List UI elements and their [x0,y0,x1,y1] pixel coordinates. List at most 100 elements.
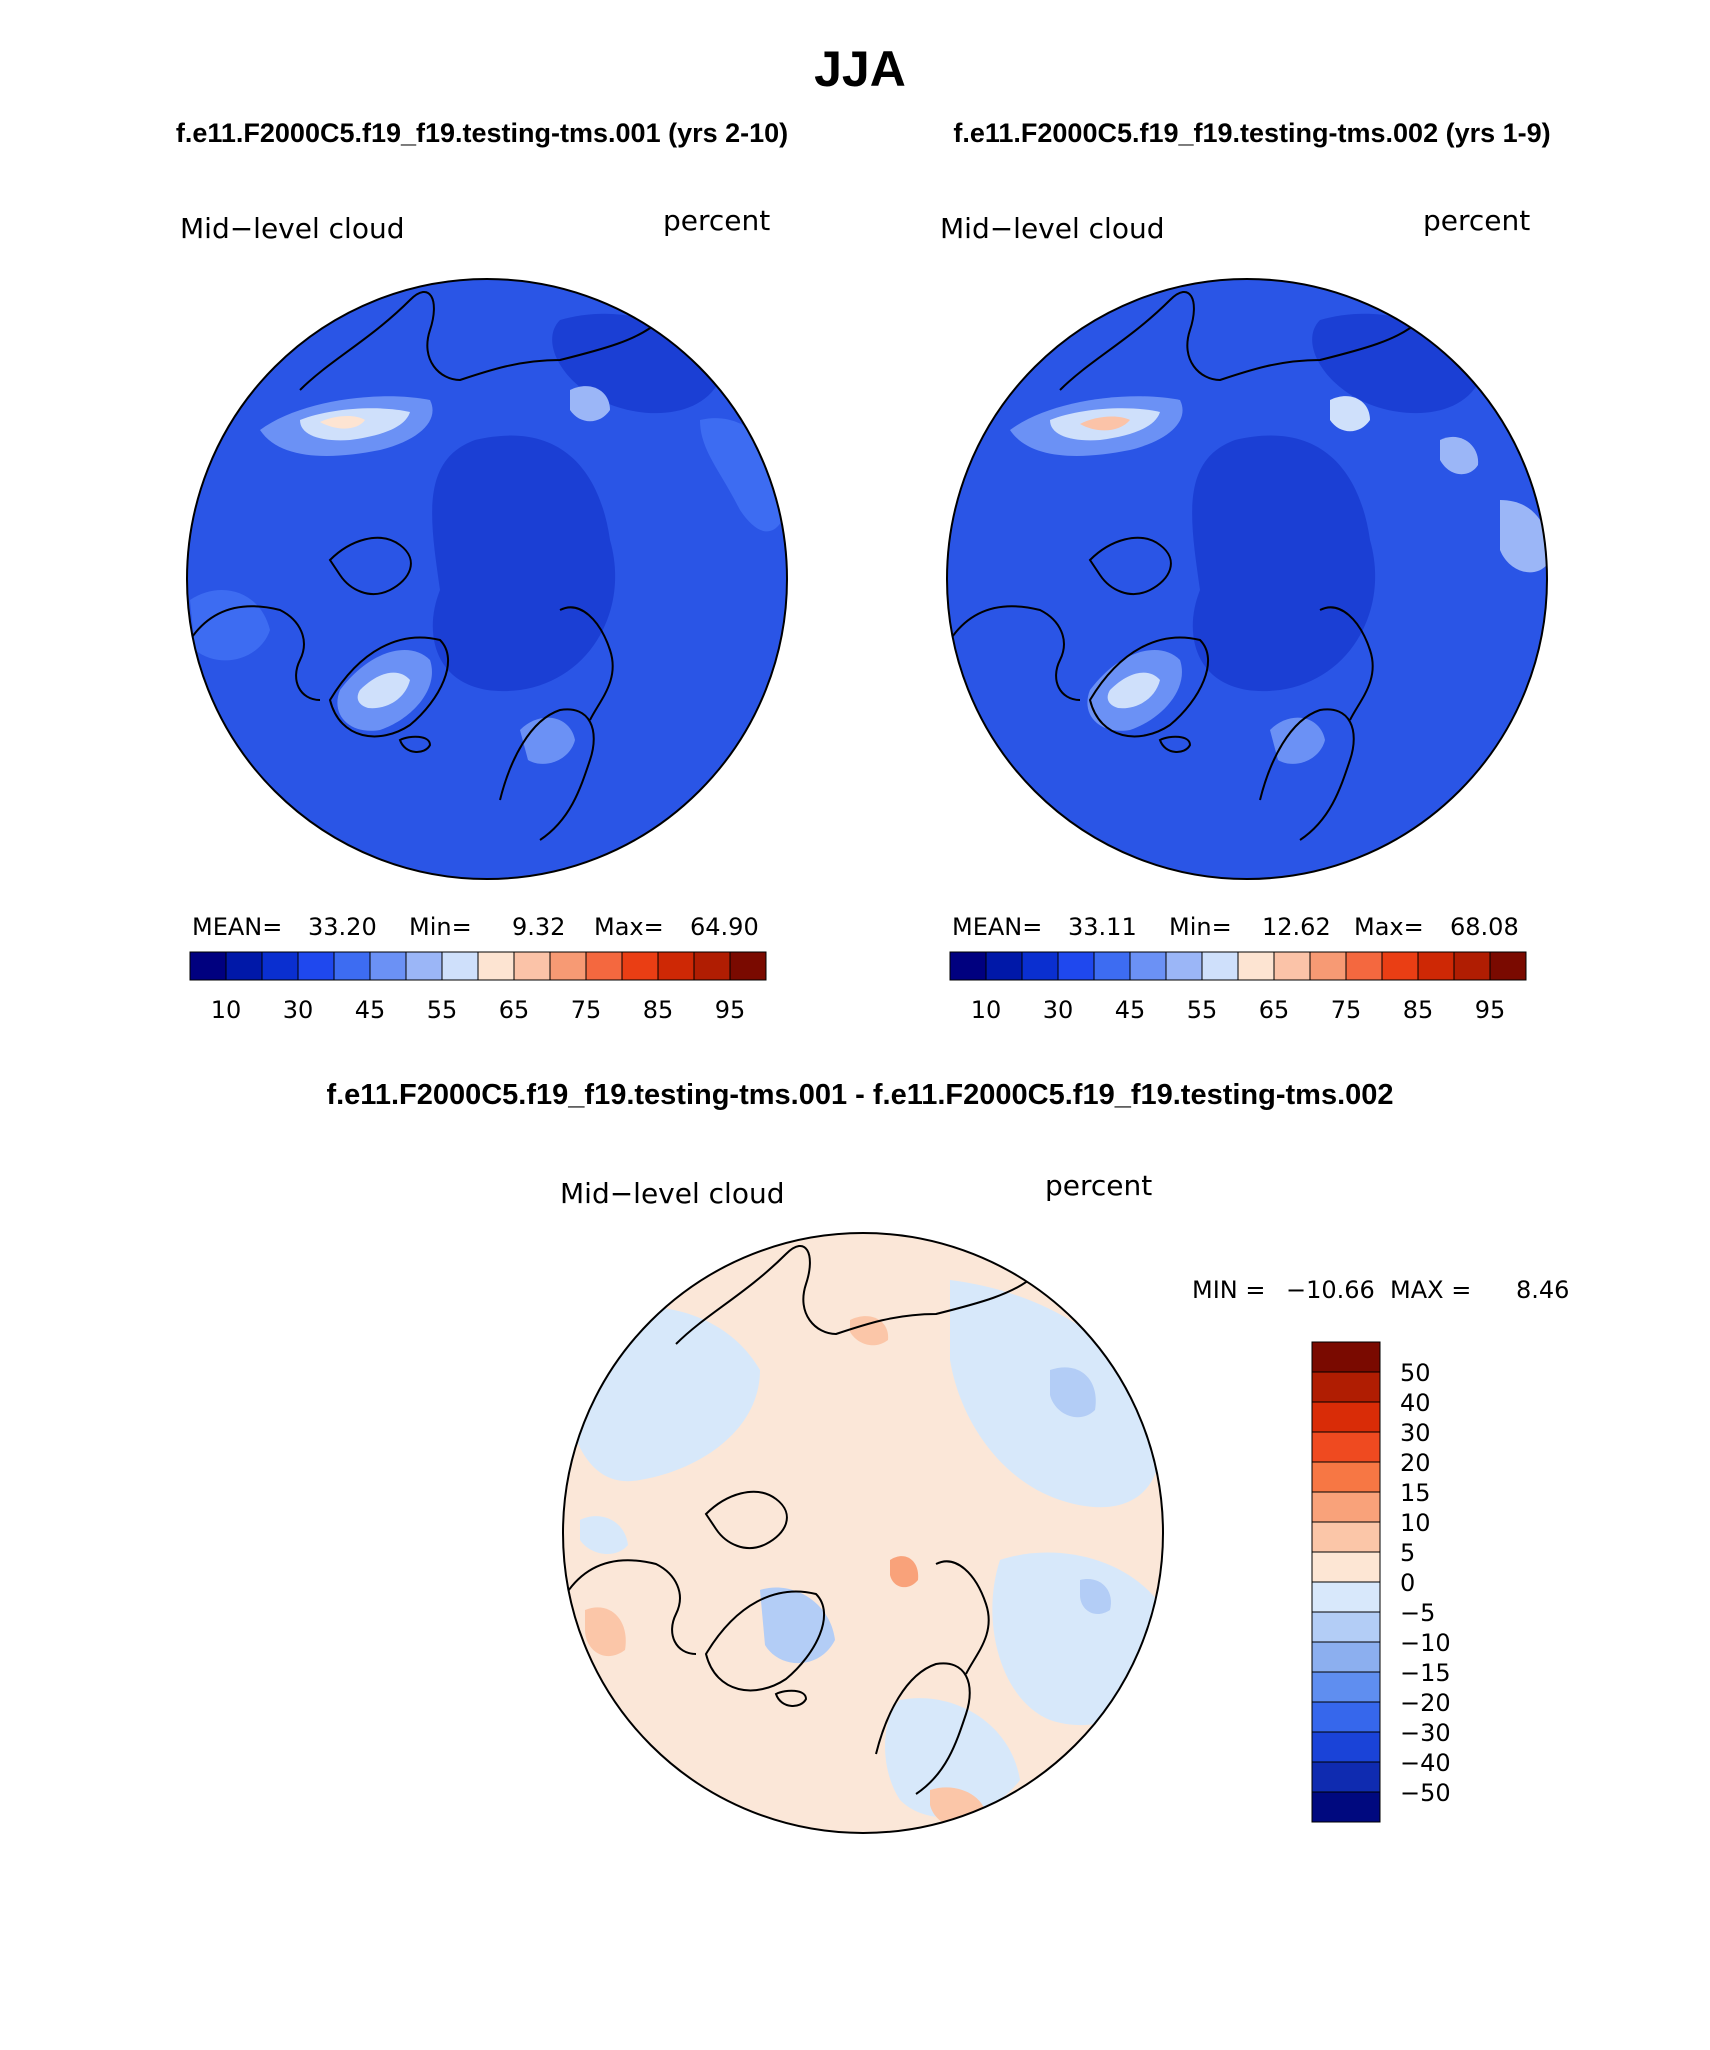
colorbar-label-right-0: 10 [971,996,1002,1024]
coastline-north-america-diff [565,1559,697,1655]
coastline-greenland-diff [704,1590,826,1692]
diff-colorbar-label-2: 30 [1400,1419,1431,1447]
coastline-asia-right [1059,290,1421,391]
map-panel-difference: Mid−level cloud percent MIN = −10.66 MAX… [560,1169,1569,1834]
diff-colorbar-box-14 [1311,1761,1381,1793]
min-label-right: Min= [1169,913,1232,941]
coastline-europe-right [1259,708,1355,841]
polar-map-right [947,279,1547,879]
colorbar-box-right-9 [1273,951,1311,981]
map-border-right [946,278,1548,880]
colorbar-box-left-9 [513,951,551,981]
colorbar-box-left-4 [333,951,371,981]
diff-neg-spot-south-east [1080,1579,1111,1615]
colorbar-label-right-7: 95 [1475,996,1506,1024]
case-title-right: f.e11.F2000C5.f19_f19.testing-tms.002 (y… [953,118,1550,148]
colorbar-label-left-4: 65 [499,996,530,1024]
coastline-russia-left [559,606,614,721]
diff-neg-spot-west [580,1516,628,1555]
colorbar-label-left-2: 45 [355,996,386,1024]
colorbar-box-left-15 [729,951,767,981]
coastline-north-america-left [189,605,321,701]
colorbar-label-left-0: 10 [211,996,242,1024]
min-value-left: 9.32 [512,913,565,941]
coastline-europe-left [499,708,595,841]
colorbar-box-left-0 [189,951,227,981]
coastline-iceland-right [1158,735,1192,753]
diff-colorbar-label-1: 40 [1400,1389,1431,1417]
polar-map-left [187,279,787,879]
contour-light-peak-right [1080,416,1130,431]
mean-value-left: 33.20 [308,913,377,941]
colorbar-box-left-10 [549,951,587,981]
variable-label-left: Mid−level cloud [180,212,404,245]
diff-colorbar-box-2 [1311,1401,1381,1433]
case-title-left: f.e11.F2000C5.f19_f19.testing-tms.001 (y… [176,118,788,148]
max-label-left: Max= [594,913,664,941]
colorbar-label-right-6: 85 [1403,996,1434,1024]
contour-greenland-core-right [1107,672,1160,709]
coastline-russia-right [1319,606,1374,721]
diff-colorbar-label-7: 0 [1400,1569,1415,1597]
diff-colorbar-label-10: −15 [1400,1659,1451,1687]
diff-colorbar-box-12 [1311,1701,1381,1733]
contour-light-peak-left [320,416,365,429]
units-label-left: percent [663,204,770,237]
diff-colorbar-label-4: 15 [1400,1479,1431,1507]
contour-pacific-left [570,386,610,422]
colorbar-box-left-12 [621,951,659,981]
colorbar-left: 10 30 45 55 65 75 85 95 [189,951,767,1024]
diff-colorbar-box-4 [1311,1461,1381,1493]
contour-arctic-left [432,435,616,692]
units-label-diff: percent [1045,1169,1152,1202]
contour-light-spot-right [1330,396,1370,432]
colorbar-box-right-5 [1129,951,1167,981]
diff-colorbar-box-8 [1311,1581,1381,1613]
diff-neg-south [885,1698,1020,1818]
map-border-diff [562,1232,1164,1834]
colorbar-box-left-13 [657,951,695,981]
coastline-archipelago-right [1088,536,1172,595]
mean-value-right: 33.11 [1068,913,1137,941]
diff-colorbar-label-12: −30 [1400,1719,1451,1747]
diff-colorbar-box-7 [1311,1551,1381,1583]
colorbar-box-left-6 [405,951,443,981]
colorbar-label-right-5: 75 [1331,996,1362,1024]
coastline-north-america-right [949,605,1081,701]
colorbar-box-right-8 [1237,951,1275,981]
colorbar-box-left-14 [693,951,731,981]
coastline-europe-diff [875,1662,971,1795]
diff-min-label: MIN = [1192,1276,1265,1304]
colorbar-label-right-1: 30 [1043,996,1074,1024]
colorbar-box-left-1 [225,951,263,981]
diff-colorbar-box-0 [1311,1341,1381,1373]
map-panel-left: Mid−level cloud percent [180,204,788,1024]
diff-pos-spot-north [850,1316,889,1346]
diff-colorbar-box-5 [1311,1491,1381,1523]
coastline-iceland-diff [774,1689,808,1707]
coastlines-right [949,290,1421,841]
colorbar-box-right-4 [1093,951,1131,981]
colorbar-box-right-12 [1381,951,1419,981]
contour-scandinavia-right [1270,717,1325,764]
coastline-iceland-left [398,735,432,753]
colorbar-box-right-10 [1309,951,1347,981]
diff-min-value: −10.66 [1286,1276,1375,1304]
colorbar-label-right-3: 55 [1187,996,1218,1024]
diff-colorbar-label-8: −5 [1400,1599,1435,1627]
contour-arctic-right [1192,435,1376,692]
colorbar-box-right-14 [1453,951,1491,981]
contour-east-right [1440,436,1479,475]
diff-colorbar-box-10 [1311,1641,1381,1673]
diff-colorbar-label-6: 5 [1400,1539,1415,1567]
colorbar-label-left-1: 30 [283,996,314,1024]
diff-colorbar-box-11 [1311,1671,1381,1703]
diff-colorbar-box-15 [1311,1791,1381,1823]
coastline-russia-diff [935,1560,990,1675]
diff-max-value: 8.46 [1516,1276,1569,1304]
polar-map-diff [563,1233,1163,1833]
colorbar-label-right-2: 45 [1115,996,1146,1024]
diff-colorbar-box-6 [1311,1521,1381,1553]
colorbar-box-right-6 [1165,951,1203,981]
